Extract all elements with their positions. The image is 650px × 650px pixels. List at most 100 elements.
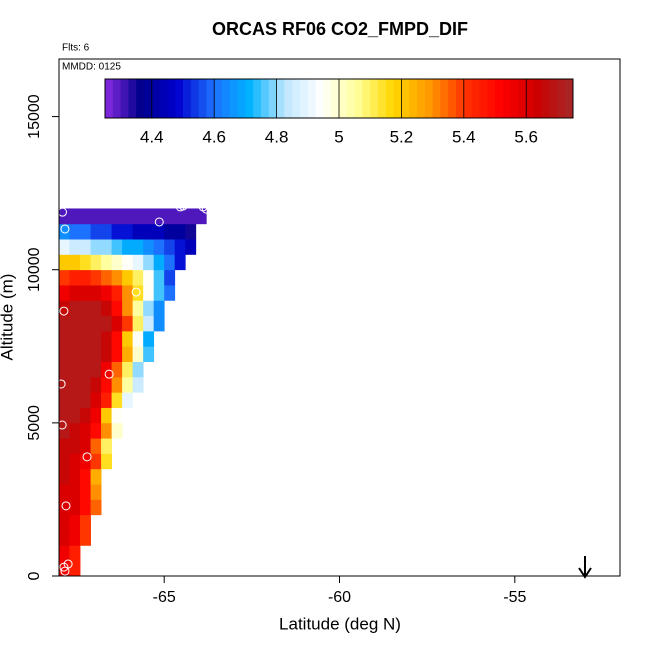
heat-cell <box>101 208 112 225</box>
heat-cell <box>164 239 176 255</box>
colorbar-cell <box>198 79 207 118</box>
heat-cell <box>59 376 70 393</box>
colorbar-tick-label: 5.4 <box>452 127 476 146</box>
heat-cell <box>111 300 123 317</box>
heat-cell <box>164 208 176 225</box>
colorbar-cell <box>183 79 192 118</box>
heat-cell <box>153 285 165 301</box>
x-tick-label: -65 <box>153 589 176 606</box>
colorbar-cell <box>495 79 504 118</box>
heat-cell <box>132 376 144 393</box>
colorbar-tick-label: 5 <box>334 127 343 146</box>
colorbar-cell <box>393 79 402 118</box>
colorbar-cell <box>315 79 324 118</box>
heat-cell <box>153 315 165 332</box>
heat-cell <box>122 361 134 378</box>
track-point <box>57 420 67 430</box>
heat-cell <box>101 453 112 470</box>
heat-cell <box>59 315 70 332</box>
heat-cell <box>69 560 81 577</box>
colorbar-cell <box>456 79 465 118</box>
heat-cell <box>122 392 134 408</box>
heat-cell <box>59 499 70 516</box>
heat-cell <box>101 315 112 332</box>
heat-cell <box>143 285 155 301</box>
heat-cell <box>59 545 70 562</box>
heat-cell <box>122 269 134 286</box>
heat-cell <box>122 376 134 393</box>
heat-cell <box>90 346 102 363</box>
heat-cell <box>122 330 134 347</box>
y-axis-label: Altitude (m) <box>0 274 16 361</box>
heat-cell <box>122 223 134 240</box>
heat-cell <box>69 300 81 317</box>
colorbar-tick-label: 5.2 <box>390 127 414 146</box>
colorbar-cell <box>245 79 254 118</box>
heat-cell <box>80 453 91 470</box>
heat-cell <box>164 223 176 240</box>
colorbar-cell <box>565 79 574 118</box>
heat-cell <box>69 361 81 378</box>
heat-cell <box>132 208 144 225</box>
heat-cell <box>80 468 91 485</box>
heat-cell <box>111 422 123 439</box>
heat-cell <box>143 269 155 286</box>
heat-cell <box>90 499 102 516</box>
heat-cell <box>132 285 144 301</box>
heat-cell <box>153 269 165 286</box>
heat-cell <box>90 484 102 500</box>
heat-cell <box>111 407 123 424</box>
heat-cell <box>143 330 155 347</box>
heat-cell <box>59 254 70 271</box>
track-point <box>56 379 66 389</box>
heat-cell <box>111 330 123 347</box>
heat-cell <box>59 239 70 255</box>
heat-cell <box>132 361 144 378</box>
colorbar-cell <box>510 79 519 118</box>
heat-cell <box>111 361 123 378</box>
heat-cell <box>143 300 155 317</box>
colorbar-cell <box>331 79 340 118</box>
heat-cell <box>69 468 81 485</box>
track-point <box>201 204 211 214</box>
heat-cell <box>174 223 186 240</box>
heat-cell <box>59 468 70 485</box>
heat-cell <box>101 376 112 393</box>
heat-cell <box>90 376 102 393</box>
colorbar-cell <box>409 79 418 118</box>
y-tick-label: 10000 <box>26 247 43 292</box>
colorbar-cell <box>276 79 285 118</box>
heat-cell <box>164 254 176 271</box>
colorbar-cell <box>526 79 535 118</box>
heat-cell <box>143 315 155 332</box>
heat-cell <box>80 300 91 317</box>
colorbar-cell <box>541 79 551 118</box>
colorbar-cell <box>144 79 153 118</box>
heat-cell <box>132 239 144 255</box>
heat-cell <box>90 300 102 317</box>
heat-cell <box>90 361 102 378</box>
heat-cell <box>122 285 134 301</box>
heat-cell <box>80 514 91 531</box>
colorbar-cell <box>136 79 145 118</box>
heat-cell <box>59 330 70 347</box>
colorbar-cell <box>175 79 184 118</box>
heat-cell <box>90 330 102 347</box>
heat-cell <box>90 269 102 286</box>
heat-cell <box>69 223 81 240</box>
heat-cell <box>69 330 81 347</box>
heat-cell <box>80 484 91 500</box>
colorbar-cell <box>300 79 309 118</box>
colorbar-cell <box>362 79 371 118</box>
heat-cell <box>69 438 81 454</box>
heat-cell <box>69 545 81 562</box>
heat-cell <box>90 468 102 485</box>
colorbar-cell <box>354 79 363 118</box>
heat-cell <box>101 422 112 439</box>
overlay: 4.4 4.6 4.8 5 5.2 5.4 5.6 <box>56 78 574 576</box>
colorbar-cell <box>463 79 473 118</box>
heat-cell <box>80 269 91 286</box>
flights-note: Flts: 6 <box>62 43 90 54</box>
heat-cell <box>80 315 91 332</box>
